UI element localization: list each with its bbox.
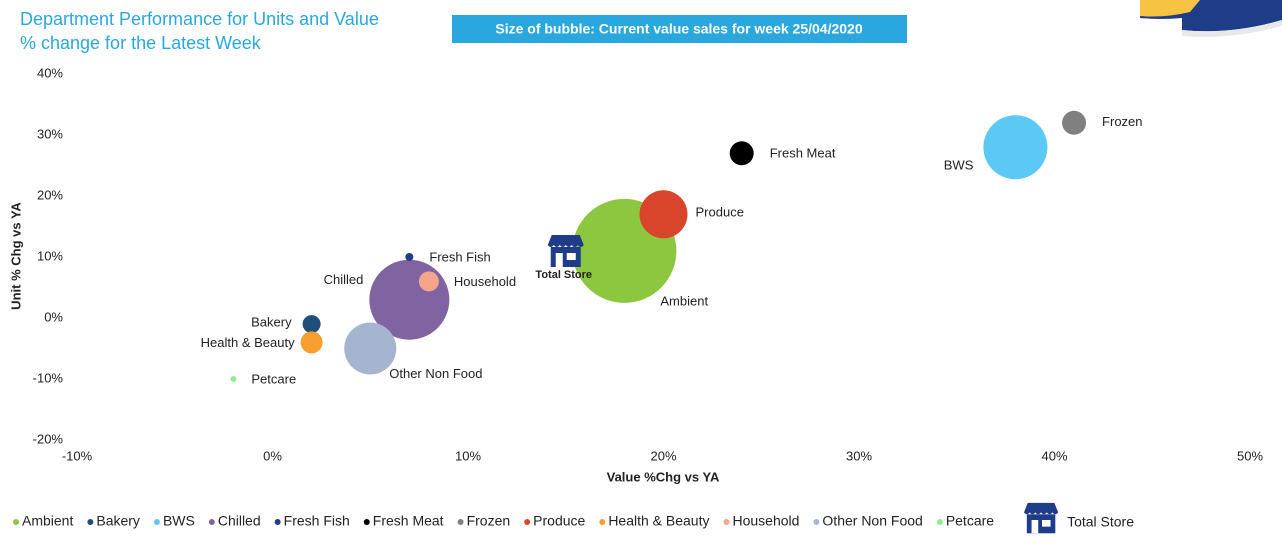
store-icon — [547, 235, 584, 267]
y-axis-label: Unit % Chg vs YA — [8, 202, 23, 310]
logo — [1140, 0, 1282, 37]
bubble — [639, 190, 688, 239]
store-door — [1031, 520, 1039, 534]
x-tick-label: 20% — [650, 448, 676, 463]
x-tick-label: 10% — [455, 448, 481, 463]
legend-marker — [936, 519, 943, 525]
bubble — [405, 253, 414, 261]
legend-marker — [208, 519, 215, 525]
bubble-label: Bakery — [251, 315, 292, 330]
bubble — [983, 115, 1048, 180]
bubble — [300, 331, 323, 354]
y-tick-label: -20% — [33, 431, 64, 446]
store-roof — [547, 235, 584, 247]
total-store-label: Total Store — [535, 269, 592, 281]
y-tick-label: 10% — [37, 248, 63, 263]
bubble — [302, 315, 321, 334]
legend-label: Other Non Food — [822, 513, 922, 529]
legend-marker — [363, 519, 370, 525]
legend-marker — [524, 519, 531, 525]
store-body — [550, 247, 581, 267]
store-window — [566, 253, 576, 260]
bubble-label: Produce — [696, 205, 744, 220]
x-axis-label: Value %Chg vs YA — [607, 469, 720, 484]
legend-label: Ambient — [22, 513, 73, 529]
legend-marker — [457, 519, 464, 525]
legend-label: Household — [732, 513, 799, 529]
bubble-label: Health & Beauty — [201, 335, 295, 350]
bubble-label: BWS — [944, 158, 974, 173]
legend-label: Fresh Meat — [373, 513, 444, 529]
store-window — [1042, 520, 1051, 527]
bubble-label: Ambient — [660, 293, 708, 308]
store-body — [1026, 514, 1056, 534]
legend-label: Bakery — [96, 513, 140, 529]
bubble — [418, 271, 439, 292]
bubble-label: Petcare — [251, 371, 296, 386]
bubble — [729, 141, 754, 166]
bubble-label: Fresh Fish — [429, 249, 490, 264]
x-tick-label: 30% — [846, 448, 872, 463]
store-door — [555, 253, 563, 267]
bubble-label: Household — [454, 274, 516, 289]
legend-label: Frozen — [467, 513, 511, 529]
legend-marker — [13, 519, 19, 525]
y-tick-label: 40% — [37, 65, 63, 80]
subtitle: Size of bubble: Current value sales for … — [495, 21, 862, 37]
legend-marker — [274, 519, 281, 525]
legend-label: Chilled — [218, 513, 261, 529]
y-tick-label: 20% — [37, 187, 63, 202]
bubble-label: Chilled — [324, 272, 364, 287]
legend-label: Petcare — [946, 513, 994, 529]
subtitle-box — [452, 15, 907, 43]
bubble-label: Fresh Meat — [770, 146, 836, 161]
store-icon — [1023, 502, 1059, 534]
bubble — [230, 376, 237, 382]
legend-label: Fresh Fish — [284, 513, 350, 529]
legend-label: BWS — [163, 513, 195, 529]
legend-marker — [723, 519, 730, 525]
bubble — [344, 322, 397, 375]
legend-label: Produce — [533, 513, 585, 529]
store-roof — [1023, 502, 1059, 515]
legend-marker — [599, 519, 606, 525]
y-tick-label: 0% — [44, 309, 63, 324]
bubble — [1062, 110, 1087, 135]
x-tick-label: 0% — [263, 448, 282, 463]
legend-marker — [813, 519, 820, 525]
legend-marker — [87, 519, 94, 525]
x-tick-label: 50% — [1237, 448, 1263, 463]
bubble-label: Other Non Food — [389, 366, 482, 381]
bubble-label: Frozen — [1102, 114, 1142, 129]
legend-marker — [153, 519, 160, 525]
x-tick-label: -10% — [62, 448, 93, 463]
y-tick-label: 30% — [37, 126, 63, 141]
legend-label: Total Store — [1067, 514, 1134, 530]
chart-title: Department Performance for Units and Val… — [20, 9, 379, 53]
x-tick-label: 40% — [1041, 448, 1067, 463]
legend-label: Health & Beauty — [608, 513, 709, 529]
y-tick-label: -10% — [33, 370, 64, 385]
